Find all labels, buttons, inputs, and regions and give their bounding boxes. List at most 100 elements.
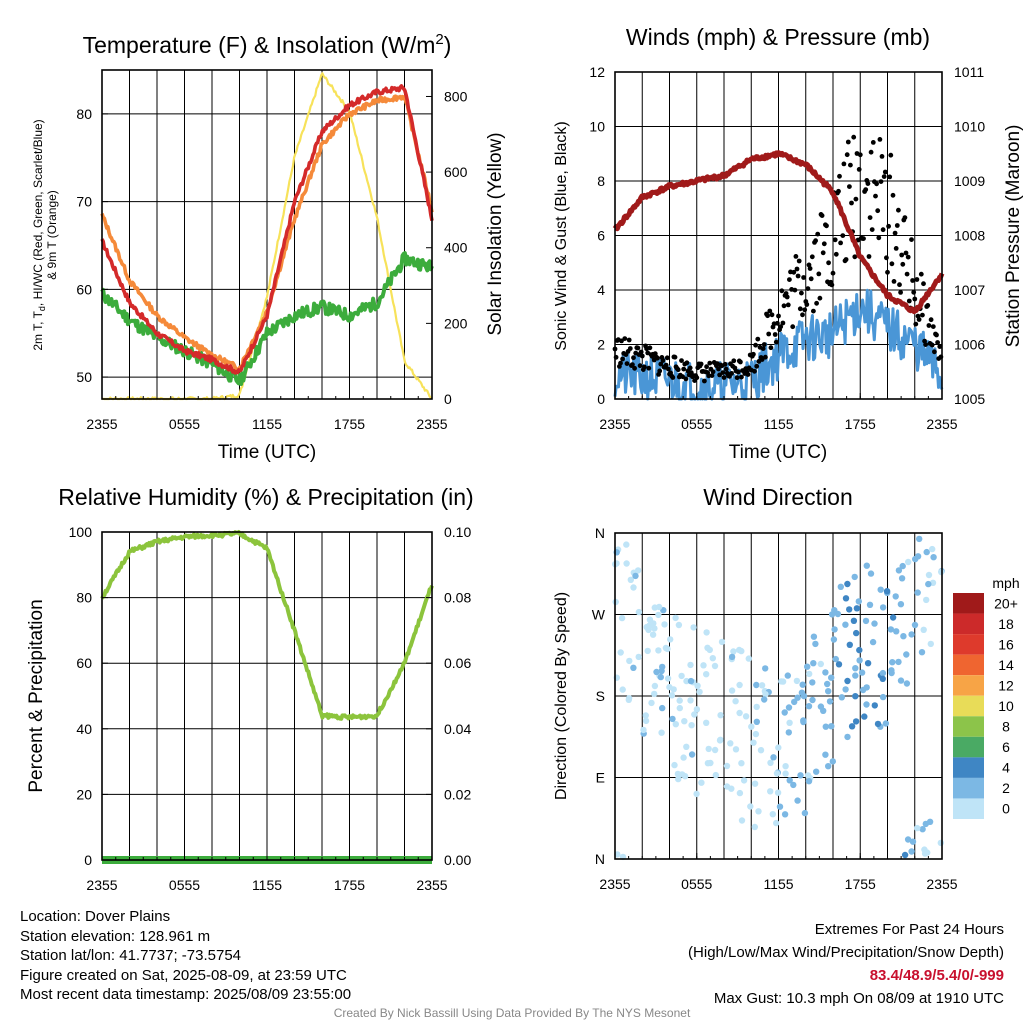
legend-label: 16 bbox=[998, 636, 1014, 652]
direction-point bbox=[813, 768, 820, 775]
gust-point bbox=[816, 271, 822, 277]
humidity-ylabel: Percent & Precipitation bbox=[26, 599, 47, 792]
gust-point bbox=[856, 167, 862, 172]
direction-point bbox=[852, 665, 859, 672]
direction-point bbox=[835, 661, 843, 668]
temperature-panel: Temperature (F) & Insolation (W/m2) 2355… bbox=[31, 31, 506, 463]
direction-point bbox=[753, 681, 760, 689]
direction-point bbox=[658, 667, 665, 675]
legend-label: 18 bbox=[998, 616, 1014, 632]
gust-point bbox=[905, 254, 911, 260]
x-tick-label: 0555 bbox=[169, 877, 200, 893]
winds-ticks: 2355 0555 1155 1755 2355 0 2 4 6 8 10 12 1005 1006 100… bbox=[589, 64, 985, 432]
direction-point bbox=[758, 682, 766, 689]
gust-point bbox=[851, 134, 857, 140]
direction-point bbox=[690, 624, 697, 631]
x-tick-label: 2355 bbox=[599, 416, 630, 432]
gust-point bbox=[890, 192, 896, 198]
gust-point bbox=[760, 346, 766, 351]
direction-panel: Wind Direction 2355 0555 1155 1755 2355 N E S W N… bbox=[553, 484, 1020, 892]
direction-point bbox=[828, 723, 835, 730]
y2-tick-label: 0.00 bbox=[444, 852, 471, 868]
humidity-ticks: 2355 0555 1155 1755 2355 0 20 40 60 80 100 0.00 0.02… bbox=[69, 524, 472, 893]
direction-point bbox=[723, 762, 731, 770]
gust-point bbox=[642, 364, 647, 370]
gust-point bbox=[865, 181, 871, 187]
gust-point bbox=[920, 312, 925, 318]
direction-point bbox=[830, 636, 838, 643]
direction-point bbox=[648, 699, 655, 707]
gust-point bbox=[675, 367, 681, 373]
direction-point bbox=[822, 669, 829, 676]
direction-point bbox=[790, 781, 797, 789]
direction-point bbox=[889, 659, 896, 666]
gust-point bbox=[930, 324, 936, 329]
x-tick-label: 2355 bbox=[926, 876, 957, 892]
direction-point bbox=[704, 644, 711, 651]
legend-swatch bbox=[953, 798, 984, 819]
gust-point bbox=[853, 196, 859, 202]
gust-point bbox=[647, 345, 653, 351]
gust-point bbox=[896, 207, 901, 213]
gust-point bbox=[637, 363, 643, 369]
direction-point bbox=[664, 675, 672, 682]
gust-point bbox=[885, 269, 890, 275]
gust-point bbox=[874, 181, 879, 187]
temperature-ticks: 2355 0555 1155 1755 235550607080020040060080… bbox=[76, 88, 467, 432]
gust-point bbox=[844, 152, 850, 158]
gust-point bbox=[752, 368, 757, 374]
y-tick-label: 0 bbox=[597, 391, 605, 407]
gust-point bbox=[904, 271, 910, 277]
gust-point bbox=[934, 332, 939, 338]
direction-point bbox=[842, 595, 850, 602]
gust-point bbox=[618, 360, 623, 366]
direction-point bbox=[889, 614, 897, 621]
direction-point bbox=[844, 733, 851, 741]
gust-point bbox=[666, 366, 671, 372]
gust-point bbox=[709, 373, 715, 378]
direction-points bbox=[612, 535, 945, 861]
direction-point bbox=[920, 626, 927, 633]
winds-y2label: Station Pressure (Maroon) bbox=[1003, 125, 1024, 348]
gust-point bbox=[720, 370, 726, 375]
temperature-xlabel: Time (UTC) bbox=[218, 442, 317, 463]
direction-point bbox=[850, 617, 858, 624]
direction-point bbox=[761, 696, 768, 703]
y-tick-label: 60 bbox=[76, 281, 92, 297]
x-tick-label: 1755 bbox=[845, 416, 876, 432]
gust-point bbox=[921, 281, 926, 287]
direction-point bbox=[728, 653, 736, 661]
direction-point bbox=[786, 777, 793, 784]
legend-label: 14 bbox=[998, 657, 1014, 673]
direction-point bbox=[635, 653, 642, 661]
direction-point bbox=[781, 811, 789, 818]
gust-point bbox=[910, 278, 915, 283]
gust-point bbox=[906, 298, 912, 304]
direction-point bbox=[822, 723, 829, 730]
winds-panel: Winds (mph) & Pressure (mb) 2355 0555 1155… bbox=[553, 24, 1024, 463]
y2-tick-label: 600 bbox=[444, 164, 468, 180]
y-tick-label: 0 bbox=[84, 852, 92, 868]
direction-point bbox=[871, 702, 878, 709]
direction-point bbox=[717, 712, 724, 719]
gust-point bbox=[790, 324, 796, 330]
y2-tick-label: 1011 bbox=[954, 64, 984, 80]
direction-point bbox=[842, 621, 849, 628]
legend-swatch bbox=[953, 654, 984, 676]
gust-point bbox=[806, 262, 812, 268]
gust-point bbox=[937, 344, 943, 349]
gust-point bbox=[635, 345, 641, 351]
y2-tick-label: 1007 bbox=[954, 282, 985, 298]
gust-point bbox=[811, 308, 816, 314]
direction-point bbox=[869, 638, 877, 646]
direction-point bbox=[645, 626, 652, 634]
gust-point bbox=[913, 321, 919, 327]
direction-point bbox=[700, 662, 707, 669]
direction-point bbox=[809, 696, 816, 704]
gust-point bbox=[843, 257, 849, 262]
station-info: Location: Dover Plains Station elevation… bbox=[20, 907, 351, 1005]
station-elevation: Station elevation: 128.961 m bbox=[20, 927, 211, 945]
gust-point bbox=[888, 152, 894, 158]
direction-point bbox=[825, 763, 832, 770]
y-tick-label: 4 bbox=[597, 282, 605, 298]
